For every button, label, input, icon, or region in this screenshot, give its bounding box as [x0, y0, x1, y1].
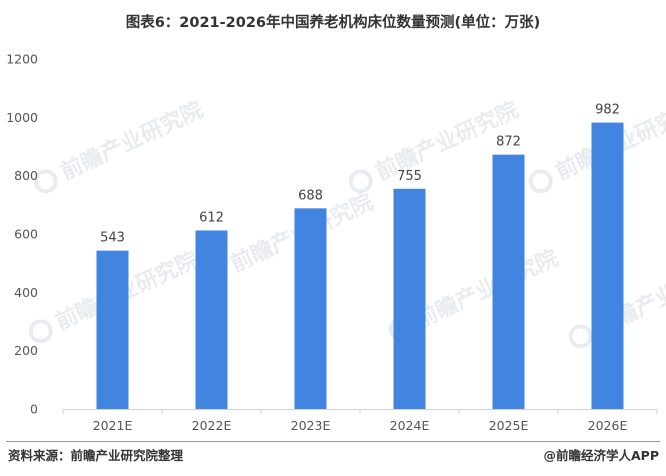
x-tick-label-2023E: 2023E: [291, 418, 331, 433]
bar-2025E: [492, 154, 525, 409]
x-axis-tick-labels: 2021E 2022E 2023E 2024E 2025E 2026E: [93, 418, 628, 433]
y-tick-label: 400: [14, 285, 38, 300]
watermark: 前瞻产业研究院: [203, 189, 377, 286]
y-tick-label: 600: [14, 227, 38, 242]
x-tick-label-2026E: 2026E: [588, 418, 628, 433]
bar-2024E: [393, 188, 426, 409]
watermark-text: 前瞻产业研究院: [412, 245, 563, 334]
x-tick-label-2025E: 2025E: [489, 418, 529, 433]
y-axis-tick-labels: 0 200 400 600 800 1000 1200: [6, 52, 38, 417]
data-label-2025E: 872: [496, 135, 521, 150]
watermark: 前瞻产业研究院: [33, 97, 208, 194]
x-tick-label-2021E: 2021E: [93, 418, 133, 433]
y-tick-label: 1000: [6, 110, 38, 125]
qianzhan-logo-icon: [568, 324, 593, 349]
y-tick-label: 0: [30, 402, 38, 417]
bar-series: [96, 122, 624, 409]
data-label-2021E: 543: [100, 231, 125, 246]
x-tick-label-2022E: 2022E: [192, 418, 232, 433]
data-label-2023E: 688: [298, 188, 323, 203]
data-label-2024E: 755: [397, 169, 422, 184]
chart-title: 图表6：2021-2026年中国养老机构床位数量预测(单位：万张): [126, 13, 541, 31]
qianzhan-logo-icon: [33, 169, 58, 194]
data-labels: 543 612 688 755 872 982: [100, 103, 620, 246]
credit-note: @前瞻经济学人APP: [544, 448, 660, 463]
qianzhan-logo-icon: [528, 169, 553, 194]
bar-2026E: [591, 122, 624, 409]
bar-2022E: [195, 230, 228, 409]
y-tick-label: 200: [14, 343, 38, 358]
watermark-text: 前瞻产业研究院: [57, 97, 208, 186]
x-axis-ticks: [62, 409, 658, 414]
data-label-2026E: 982: [595, 103, 620, 118]
bar-2023E: [294, 208, 327, 409]
source-note: 资料来源：前瞻产业研究院整理: [8, 448, 184, 463]
data-label-2022E: 612: [199, 211, 224, 226]
x-tick-label-2024E: 2024E: [390, 418, 430, 433]
qianzhan-logo-icon: [348, 169, 373, 194]
y-tick-label: 800: [14, 168, 38, 183]
y-tick-label: 1200: [6, 52, 38, 67]
qianzhan-logo-icon: [28, 319, 53, 344]
bar-2021E: [96, 250, 129, 409]
